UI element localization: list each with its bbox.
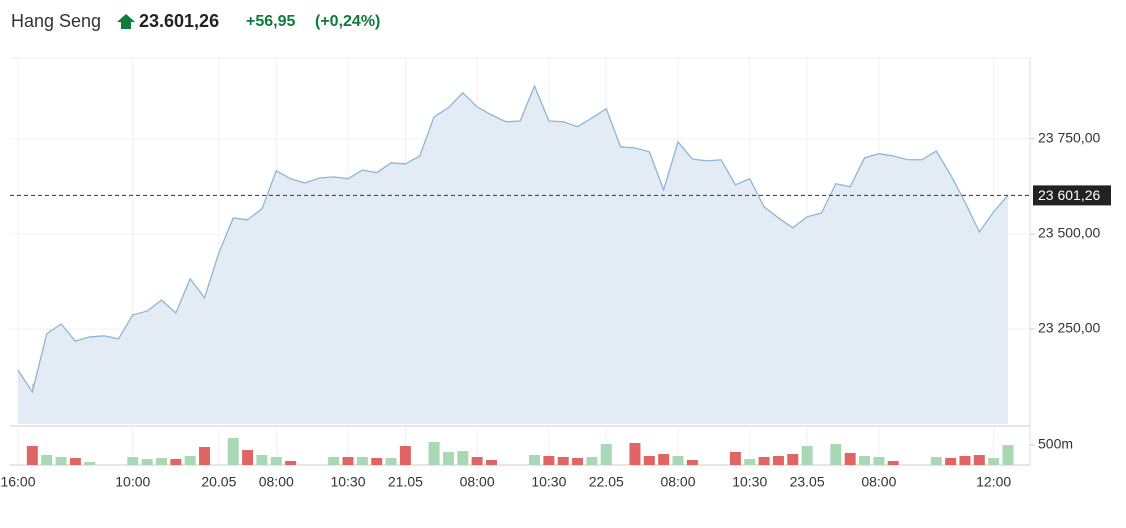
y-tick-label: 23 250,00 (1038, 320, 1100, 336)
volume-bar (155, 458, 167, 465)
x-tick-label: 08:00 (259, 474, 294, 490)
line (17, 84, 1009, 394)
x-tick-label: 16:00 (0, 474, 35, 490)
volume-bar (328, 457, 340, 465)
volume-bar (41, 455, 53, 465)
y-tick-label: 23 750,00 (1038, 130, 1100, 146)
volume-bar (772, 456, 784, 465)
volume-bar (485, 460, 497, 465)
chart-title: Hang Seng (11, 11, 101, 31)
volume-bar (844, 453, 856, 465)
x-tick-label: 10:30 (330, 474, 365, 490)
volume-bar (84, 462, 96, 465)
volume-bar (801, 446, 813, 465)
volume-bar (55, 457, 67, 465)
x-tick-label: 10:30 (531, 474, 566, 490)
volume-bar (758, 457, 770, 465)
x-tick-label: 20.05 (201, 474, 236, 490)
x-tick-label: 10:00 (115, 474, 150, 490)
volume-bar (959, 456, 971, 465)
volume-bar (988, 458, 1000, 465)
volume-bar (586, 457, 598, 465)
volume-bar (973, 455, 985, 465)
volume-bar (629, 443, 641, 465)
volume-bar (69, 458, 81, 465)
volume-bar (830, 444, 842, 465)
volume-bar (572, 458, 584, 465)
y-tick-label: 23 500,00 (1038, 225, 1100, 241)
volume-bar (787, 454, 799, 465)
volume-bar (227, 438, 239, 465)
volume-bar (428, 442, 440, 465)
volume-bar (170, 459, 182, 465)
volume-bar (371, 458, 383, 465)
volume-bar (356, 457, 368, 465)
volume-bar (873, 457, 885, 465)
volume-bar (457, 451, 469, 465)
volume-bar (285, 461, 297, 465)
volume-bar (399, 446, 411, 465)
volume-bar (887, 461, 899, 465)
volume-bar (945, 458, 957, 465)
volume-bar (199, 447, 211, 465)
area (18, 85, 1008, 425)
volume-bar (1002, 445, 1014, 465)
volume-bar (744, 459, 756, 465)
volume-bar (686, 460, 698, 465)
x-tick-label: 22.05 (589, 474, 624, 490)
volume-bar (270, 457, 282, 465)
x-tick-label: 08:00 (460, 474, 495, 490)
volume-bar (729, 452, 741, 465)
volume-bar (342, 457, 354, 465)
volume-bar (930, 457, 942, 465)
volume-bar (442, 452, 454, 465)
volume-bar (600, 444, 612, 465)
x-tick-label: 08:00 (861, 474, 896, 490)
x-tick-label: 21.05 (388, 474, 423, 490)
volume-bar (543, 456, 555, 465)
volume-bar (557, 457, 569, 465)
x-tick-label: 08:00 (660, 474, 695, 490)
volume-bar (859, 456, 871, 465)
change-percent: (+0,24%) (315, 13, 380, 30)
volume-bar (471, 457, 483, 465)
x-tick-label: 12:00 (976, 474, 1011, 490)
change: +56,95 (246, 13, 295, 30)
up-arrow-icon (117, 14, 135, 29)
volume-bar (26, 446, 38, 465)
y2-tick-label: 500m (1038, 436, 1073, 452)
current-value-box (1033, 185, 1111, 206)
volume-bar (127, 457, 139, 465)
x-tick-label: 23.05 (790, 474, 825, 490)
volume-bar (141, 459, 153, 465)
volume-bar (672, 456, 684, 465)
volume-bar (256, 455, 268, 465)
volume-bar (385, 458, 397, 465)
current-value-label: 23 601,26 (1038, 187, 1100, 203)
volume-bar (643, 456, 655, 465)
x-tick-label: 10:30 (732, 474, 767, 490)
volume-bar (658, 454, 670, 465)
volume-bar (184, 456, 196, 465)
price: 23.601,26 (139, 11, 219, 31)
volume-bar (242, 450, 254, 465)
volume-bar (529, 455, 541, 465)
